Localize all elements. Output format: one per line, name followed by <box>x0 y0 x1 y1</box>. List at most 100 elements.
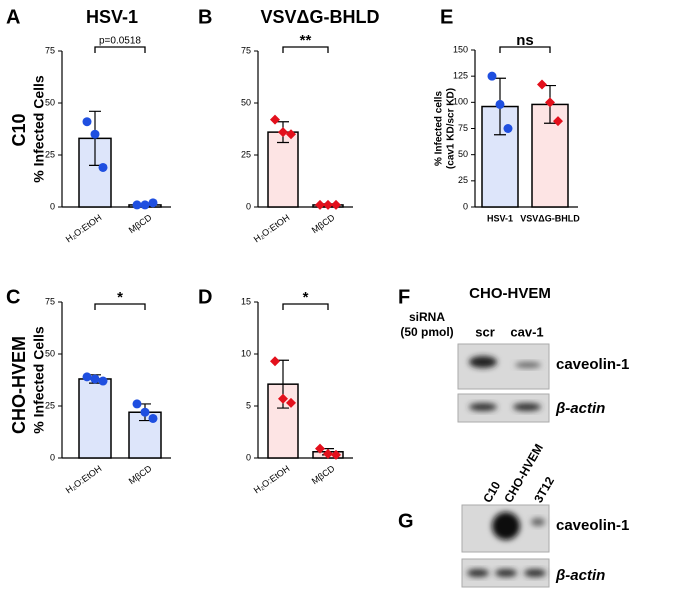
data-point <box>148 198 158 208</box>
data-point <box>503 124 513 133</box>
band <box>524 569 546 577</box>
y-axis-label: % Infected Cells <box>31 326 47 434</box>
significance-label: ** <box>300 32 312 49</box>
band <box>467 569 489 577</box>
data-point <box>323 448 333 459</box>
panel-letter: C <box>6 286 20 308</box>
data-point <box>315 443 325 454</box>
y-tick-label: 50 <box>458 149 468 159</box>
chart-title: HSV-1 <box>86 7 138 27</box>
row-label: C10 <box>9 113 29 146</box>
y-tick-label: 50 <box>45 348 55 358</box>
data-point <box>132 399 142 409</box>
data-point <box>270 356 280 367</box>
bar <box>78 378 112 459</box>
y-tick-label: 50 <box>241 97 251 107</box>
lane-label: cav-1 <box>510 324 543 339</box>
data-point <box>553 116 563 127</box>
y-tick-label: 5 <box>246 400 251 410</box>
data-point <box>487 71 497 81</box>
band-label: β-actin <box>555 400 605 417</box>
panel-letter: A <box>6 6 20 28</box>
data-point <box>286 397 296 408</box>
data-point <box>323 199 333 210</box>
data-point <box>278 393 288 404</box>
data-point <box>140 407 150 417</box>
data-point <box>90 374 100 384</box>
data-point <box>82 372 92 382</box>
panel-letter: F <box>398 286 410 308</box>
data-point <box>537 79 547 90</box>
significance-bracket <box>499 46 551 53</box>
blot-title: CHO-HVEM <box>469 285 551 302</box>
x-tick-label: HSV-1 <box>487 213 513 223</box>
panel-letter: E <box>440 6 453 28</box>
condition-label: (50 pmol) <box>400 325 453 339</box>
panel-letter: D <box>198 286 212 308</box>
y-tick-label: 125 <box>453 71 468 81</box>
panel-letter: B <box>198 6 212 28</box>
x-tick-label: H₂O:EtOH <box>252 212 292 244</box>
band-label: caveolin-1 <box>556 517 629 534</box>
data-point <box>286 129 296 140</box>
data-point <box>98 162 108 172</box>
y-tick-label: 50 <box>45 97 55 107</box>
data-point <box>98 376 108 386</box>
data-point <box>132 200 142 210</box>
lane-label: scr <box>475 324 495 339</box>
y-tick-label: 0 <box>50 201 55 211</box>
significance-label: * <box>117 289 123 306</box>
y-tick-label: 75 <box>458 123 468 133</box>
x-tick-label: H₂O:EtOH <box>64 212 104 244</box>
y-axis-label: (cav1 KD/scr KD) <box>446 88 457 169</box>
data-point <box>90 129 100 139</box>
significance-label: * <box>303 289 309 306</box>
data-point <box>270 114 280 125</box>
y-tick-label: 15 <box>241 296 251 306</box>
band <box>469 403 497 411</box>
y-tick-label: 100 <box>453 97 468 107</box>
band <box>495 569 517 577</box>
y-tick-label: 0 <box>246 201 251 211</box>
y-tick-label: 25 <box>458 175 468 185</box>
data-point <box>278 127 288 138</box>
x-tick-label: H₂O:EtOH <box>64 463 104 495</box>
x-tick-label: MβCD <box>310 463 337 486</box>
data-point <box>315 199 325 210</box>
y-tick-label: 10 <box>241 348 251 358</box>
significance-bracket <box>282 46 329 53</box>
y-tick-label: 150 <box>453 44 468 54</box>
panel-letter: G <box>398 510 414 532</box>
data-point <box>495 99 505 109</box>
row-label: CHO-HVEM <box>9 336 29 434</box>
chart-title: VSVΔG-BHLD <box>261 7 380 27</box>
y-tick-label: 0 <box>50 452 55 462</box>
y-tick-label: 25 <box>241 149 251 159</box>
condition-label: siRNA <box>409 310 445 324</box>
y-tick-label: 25 <box>45 400 55 410</box>
lane-label: 3T12 <box>531 474 557 505</box>
band <box>469 356 497 368</box>
y-axis-label: % Infected Cells <box>31 75 47 183</box>
band-label: caveolin-1 <box>556 356 629 373</box>
lane-label: C10 <box>480 479 503 505</box>
significance-bracket <box>94 46 146 53</box>
band <box>492 512 520 540</box>
y-tick-label: 75 <box>241 45 251 55</box>
band <box>515 362 541 368</box>
data-point <box>140 200 150 210</box>
data-point <box>331 449 341 460</box>
data-point <box>148 413 158 423</box>
x-tick-label: H₂O:EtOH <box>252 463 292 495</box>
y-tick-label: 25 <box>45 149 55 159</box>
y-axis-label: % Infected cells <box>434 91 445 166</box>
x-tick-label: MβCD <box>127 463 154 486</box>
y-tick-label: 0 <box>246 452 251 462</box>
y-tick-label: 0 <box>463 201 468 211</box>
significance-bracket <box>94 303 146 310</box>
significance-bracket <box>282 303 329 310</box>
data-point <box>331 199 341 210</box>
data-point <box>545 97 555 108</box>
